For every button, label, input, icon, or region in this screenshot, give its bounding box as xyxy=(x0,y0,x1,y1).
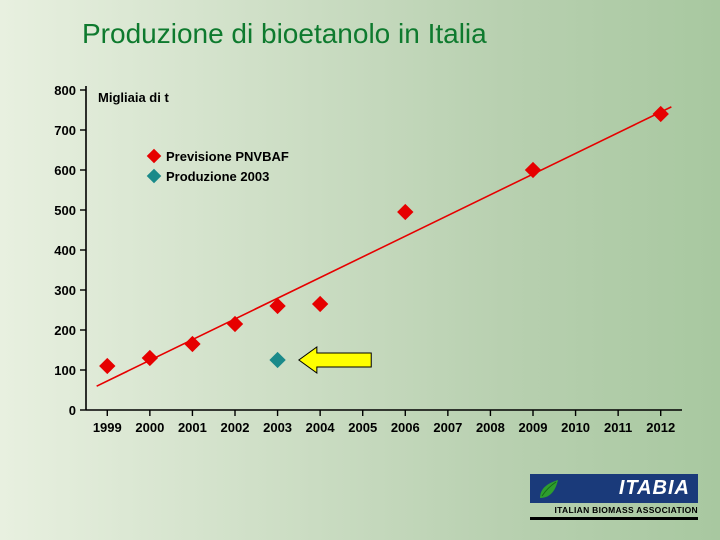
svg-text:1999: 1999 xyxy=(93,420,122,435)
svg-text:Previsione PNVBAF: Previsione PNVBAF xyxy=(166,149,289,164)
svg-text:800: 800 xyxy=(54,83,76,98)
logo-stripe xyxy=(530,517,698,520)
svg-text:600: 600 xyxy=(54,163,76,178)
svg-text:2000: 2000 xyxy=(135,420,164,435)
svg-text:100: 100 xyxy=(54,363,76,378)
svg-text:0: 0 xyxy=(69,403,76,418)
slide: Produzione di bioetanolo in Italia 0 100 2… xyxy=(0,0,720,540)
svg-text:2008: 2008 xyxy=(476,420,505,435)
svg-text:300: 300 xyxy=(54,283,76,298)
svg-text:2005: 2005 xyxy=(348,420,377,435)
svg-text:2009: 2009 xyxy=(519,420,548,435)
svg-text:2006: 2006 xyxy=(391,420,420,435)
svg-text:Migliaia di t: Migliaia di t xyxy=(98,90,169,105)
logo-itabia: ITABIA ITALIAN BIOMASS ASSOCIATION xyxy=(530,474,698,530)
svg-text:2012: 2012 xyxy=(646,420,675,435)
svg-text:2002: 2002 xyxy=(221,420,250,435)
slide-title: Produzione di bioetanolo in Italia xyxy=(82,18,487,50)
svg-text:700: 700 xyxy=(54,123,76,138)
svg-text:2004: 2004 xyxy=(306,420,336,435)
svg-text:400: 400 xyxy=(54,243,76,258)
chart-svg: 0 100 200 300 400 500 600 700 800 1999 2000 2001 200… xyxy=(26,80,694,460)
logo-subtitle: ITALIAN BIOMASS ASSOCIATION xyxy=(530,505,698,515)
chart-area: 0 100 200 300 400 500 600 700 800 1999 2000 2001 200… xyxy=(26,80,694,460)
svg-text:Produzione 2003: Produzione 2003 xyxy=(166,169,269,184)
svg-text:2007: 2007 xyxy=(433,420,462,435)
svg-text:2011: 2011 xyxy=(604,420,632,435)
svg-text:2003: 2003 xyxy=(263,420,292,435)
svg-text:500: 500 xyxy=(54,203,76,218)
svg-text:2001: 2001 xyxy=(178,420,207,435)
leaf-icon xyxy=(536,478,560,502)
svg-text:2010: 2010 xyxy=(561,420,590,435)
svg-text:200: 200 xyxy=(54,323,76,338)
